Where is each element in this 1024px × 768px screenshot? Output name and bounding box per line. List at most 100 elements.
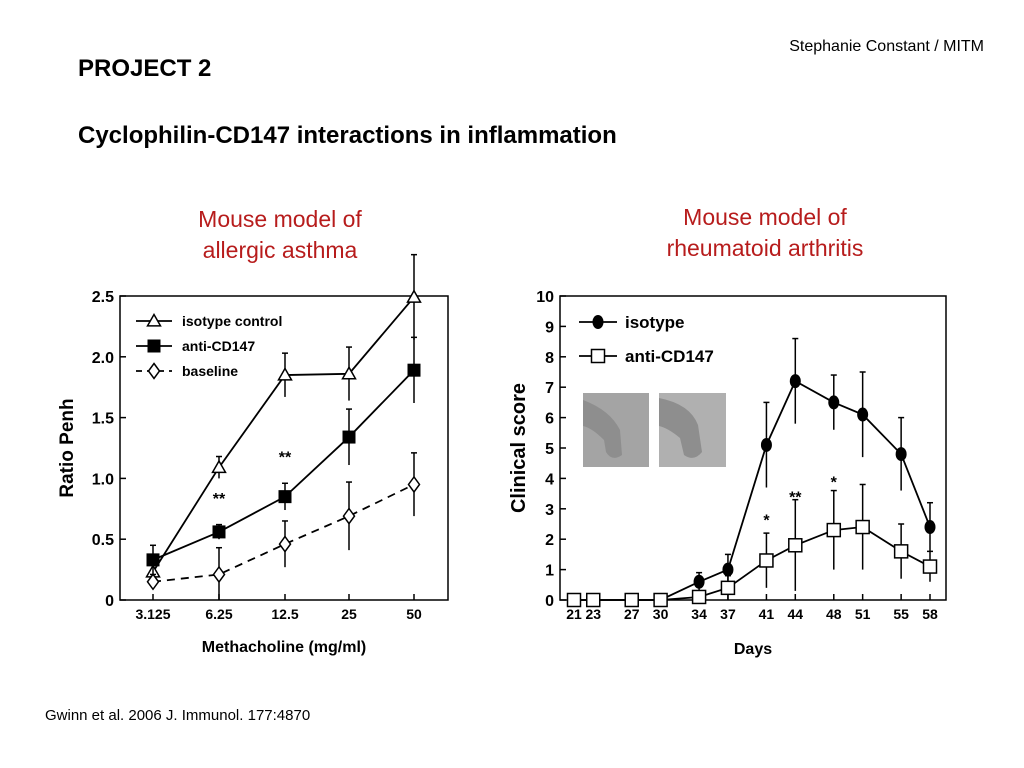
paw-shape (659, 398, 702, 458)
data-point (653, 592, 668, 608)
ra-panel-title: Mouse model of rheumatoid arthritis (620, 202, 910, 264)
y-tick-label: 5 (545, 441, 554, 458)
data-point (722, 562, 734, 577)
author-credit: Stephanie Constant / MITM (789, 38, 984, 55)
x-tick-label: 3.125 (135, 606, 170, 622)
data-point (566, 592, 582, 608)
x-tick-label: 30 (653, 606, 669, 622)
plot-frame (119, 295, 449, 601)
data-point (922, 559, 938, 574)
x-axis-title: Days (734, 641, 772, 658)
data-point (407, 475, 421, 494)
y-tick-label: 7 (545, 380, 554, 397)
x-tick-label: 25 (341, 606, 357, 622)
data-point (759, 553, 774, 568)
data-point (857, 407, 869, 422)
x-tick-label: 37 (720, 606, 736, 622)
y-tick-label: 2 (545, 532, 554, 549)
legend-label: baseline (182, 363, 238, 379)
legend-marker (147, 339, 161, 353)
asthma-chart: 0 0.5 1.0 1.5 2.0 2.5 3.125 6.25 12.5 25 50 Methach… (57, 253, 449, 656)
series-baseline-line (152, 483, 415, 583)
data-point (277, 367, 293, 381)
slide-title: Cyclophilin-CD147 interactions in inflam… (78, 122, 617, 149)
legend-label: isotype (625, 313, 685, 332)
x-tick-label: 58 (922, 606, 938, 622)
y-tick-label: 2.0 (92, 350, 114, 367)
y-tick-label: 0.5 (92, 532, 114, 549)
data-point (826, 522, 842, 538)
y-tick-label: 2.5 (92, 289, 114, 306)
ra-title-line-2: rheumatoid arthritis (666, 235, 864, 262)
data-point (691, 589, 707, 605)
data-point (924, 520, 936, 535)
legend-marker (146, 312, 162, 327)
series-anti-cd147 (146, 336, 421, 575)
y-tick-label: 1 (545, 563, 554, 580)
y-tick-label: 1.5 (92, 411, 114, 428)
x-tick-label: 41 (759, 606, 775, 622)
y-tick-label: 6 (545, 411, 554, 428)
data-point (720, 580, 736, 596)
data-point (146, 553, 160, 567)
y-tick-label: 8 (545, 350, 554, 367)
data-point (788, 538, 803, 553)
x-tick-label: 12.5 (271, 606, 298, 622)
asthma-title-line-1: Mouse model of (198, 206, 362, 232)
x-tick-label: 50 (406, 606, 422, 622)
asthma-panel-title: Mouse model of allergic asthma (145, 204, 415, 266)
data-point (855, 519, 870, 535)
significance-mark: ** (789, 490, 802, 507)
data-point (342, 507, 356, 525)
x-tick-label: 23 (585, 606, 601, 622)
asthma-title-line-2: allergic asthma (202, 237, 358, 264)
data-point (828, 395, 840, 410)
y-tick-label: 10 (536, 289, 554, 306)
data-point (760, 437, 772, 452)
data-point (406, 289, 422, 303)
legend-label: anti-CD147 (182, 338, 255, 354)
legend-marker (147, 362, 161, 380)
citation: Gwinn et al. 2006 J. Immunol. 177:4870 (45, 707, 311, 724)
significance-mark: * (763, 513, 770, 530)
ra-title-line-1: Mouse model of (683, 204, 847, 230)
series-isotype-control (145, 253, 422, 582)
data-point (893, 544, 909, 559)
data-point (212, 565, 226, 584)
series-anti-cd147-line (574, 526, 931, 601)
series-anti-cd147 (566, 483, 938, 608)
paw-photo-anti-cd147 (659, 393, 726, 467)
paw-photo-isotype (583, 393, 649, 467)
y-tick-label: 9 (545, 319, 554, 336)
series-isotype (568, 337, 936, 607)
data-point (342, 430, 356, 444)
data-point (895, 447, 907, 462)
x-tick-label: 44 (788, 606, 804, 622)
x-tick-label: 55 (893, 606, 909, 622)
y-tick-label: 1.0 (92, 471, 114, 488)
x-tick-label: 34 (691, 606, 707, 622)
y-tick-label: 4 (545, 471, 554, 488)
y-tick-label: 3 (545, 502, 554, 519)
y-tick-label: 0 (545, 593, 554, 610)
legend-label: isotype control (182, 313, 282, 329)
data-point (407, 363, 421, 377)
significance-mark: ** (213, 491, 226, 508)
data-point (789, 374, 801, 389)
data-point (624, 592, 639, 608)
x-tick-label: 6.25 (205, 606, 232, 622)
data-point (146, 572, 160, 591)
data-point (693, 574, 705, 589)
legend-label: anti-CD147 (625, 347, 714, 366)
x-tick-label: 21 (566, 606, 582, 622)
x-axis-title: Methacholine (mg/ml) (202, 639, 366, 656)
x-tick-label: 51 (855, 606, 871, 622)
data-point (212, 525, 226, 539)
legend-marker (592, 315, 604, 329)
significance-mark: * (831, 475, 838, 492)
paw-shape (583, 400, 622, 458)
series-baseline (146, 452, 421, 600)
y-tick-label: 0 (105, 593, 114, 610)
